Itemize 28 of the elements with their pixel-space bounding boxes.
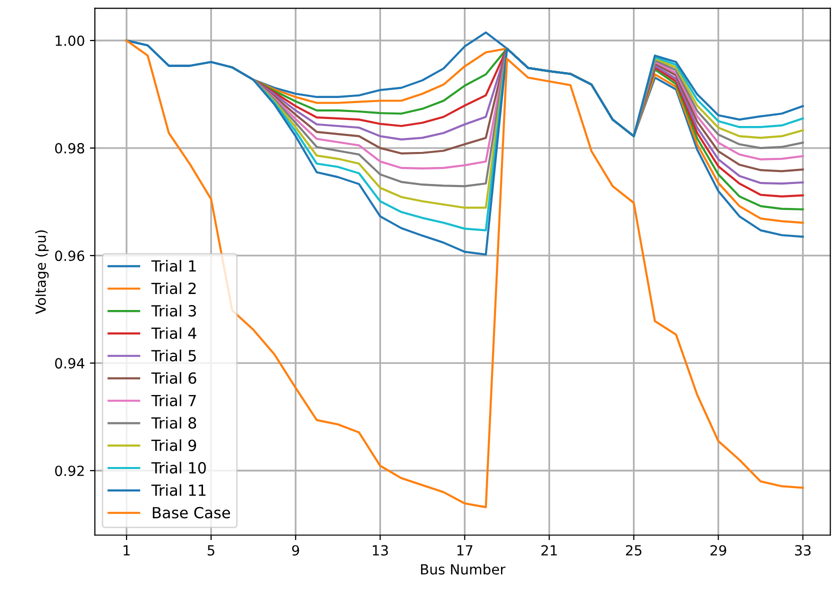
legend-label: Trial 6	[151, 372, 196, 384]
legend-label: Trial 9	[151, 439, 196, 452]
y-tick-label: 0.96	[55, 250, 84, 262]
x-tick-label: 5	[208, 545, 214, 556]
x-tick-label: 21	[541, 545, 557, 556]
x-tick-label: 25	[626, 545, 642, 556]
legend-label: Base Case	[152, 506, 230, 518]
legend-label: Trial 5	[151, 350, 196, 362]
x-tick-label: 1	[124, 545, 130, 556]
x-tick-label: 17	[457, 545, 472, 556]
legend-label: Trial 4	[151, 327, 196, 340]
y-tick-label: 0.98	[55, 143, 84, 154]
legend-label: Trial 10	[151, 462, 206, 474]
x-axis-title: Bus Number	[421, 564, 506, 575]
y-tick-label: 0.94	[55, 358, 84, 369]
x-tick-label: 9	[292, 545, 300, 556]
legend-label: Trial 1	[151, 260, 196, 272]
x-tick-label: 13	[372, 545, 388, 556]
legend-label: Trial 2	[151, 282, 196, 294]
x-tick-label: 33	[795, 545, 811, 556]
y-tick-label: 0.92	[55, 466, 84, 476]
y-axis-title: Voltage (pu)	[35, 230, 49, 314]
legend-label: Trial 11	[151, 484, 206, 496]
legend-label: Trial 3	[151, 304, 196, 317]
x-tick-label: 29	[710, 545, 726, 556]
legend-label: Trial 7	[151, 394, 196, 406]
legend-label: Trial 8	[151, 416, 196, 429]
y-tick-label: 1.00	[56, 35, 84, 46]
